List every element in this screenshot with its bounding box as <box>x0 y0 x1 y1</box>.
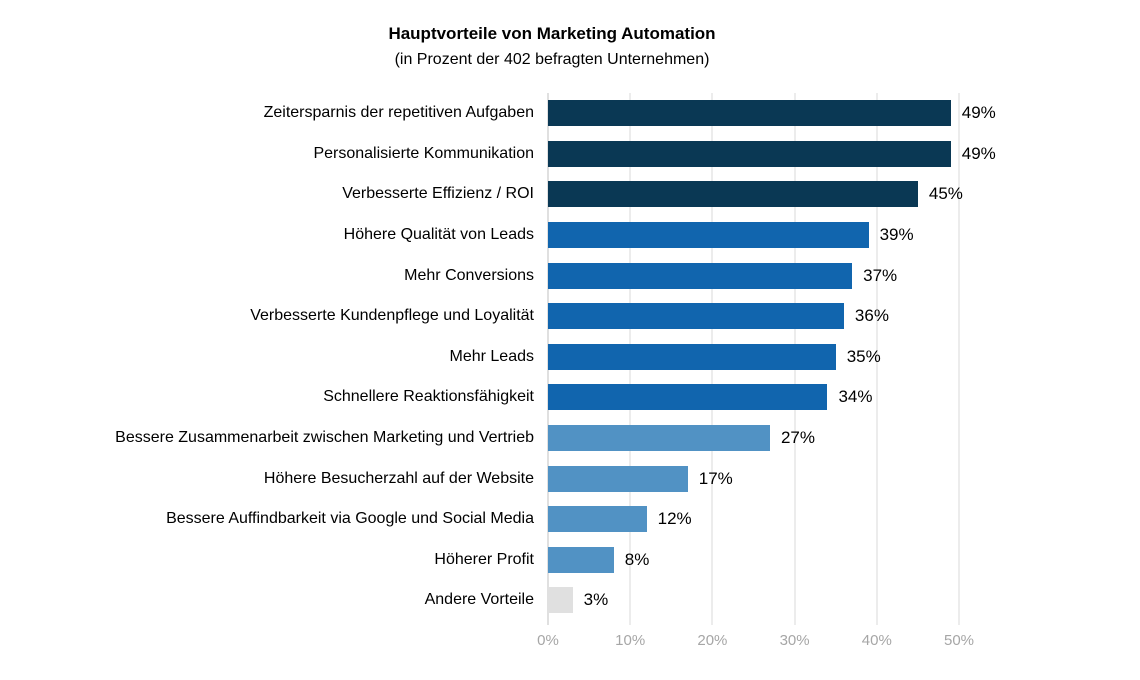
bar-track: 12% <box>548 506 959 533</box>
category-label: Verbesserte Effizienz / ROI <box>342 185 534 203</box>
gridline <box>958 93 960 625</box>
x-tick-label: 10% <box>615 631 646 649</box>
category-label: Schnellere Reaktionsfähigkeit <box>323 388 534 406</box>
bar-track: 36% <box>548 303 959 330</box>
bar: 45% <box>548 181 963 208</box>
bar-track: 49% <box>548 140 996 167</box>
chart-header: Hauptvorteile von Marketing Automation (… <box>0 0 1104 72</box>
bar-track: 8% <box>548 546 959 573</box>
value-label: 49% <box>961 143 996 163</box>
bar-track: 37% <box>548 262 959 289</box>
category-label: Mehr Conversions <box>404 266 534 284</box>
value-label: 17% <box>698 468 733 488</box>
category-label: Personalisierte Kommunikation <box>313 144 534 162</box>
bar: 49% <box>548 140 996 167</box>
bar: 27% <box>548 425 815 452</box>
bar-track: 3% <box>548 587 959 614</box>
category-label: Andere Vorteile <box>424 591 534 609</box>
x-tick-label: 0% <box>537 631 559 649</box>
bar: 49% <box>548 100 996 127</box>
value-label: 36% <box>854 306 889 326</box>
category-label: Mehr Leads <box>449 347 535 365</box>
x-tick-label: 20% <box>697 631 728 649</box>
bar-track: 17% <box>548 465 959 492</box>
chart-subtitle: (in Prozent der 402 befragten Unternehme… <box>394 51 710 68</box>
value-label: 3% <box>583 590 609 610</box>
bar-row: Schnellere Reaktionsfähigkeit 34% <box>0 377 1140 418</box>
value-label: 8% <box>624 549 650 569</box>
value-label: 45% <box>928 184 963 204</box>
bar-track: 27% <box>548 425 959 452</box>
x-tick-label: 40% <box>861 631 892 649</box>
bar-row: Verbesserte Kundenpflege und Loyalität 3… <box>0 296 1140 337</box>
bar-track: 39% <box>548 222 959 249</box>
x-axis: 0% 10% 20% 30% 40% 50% <box>537 621 974 659</box>
x-tick-label: 50% <box>943 631 975 649</box>
bar: 8% <box>548 546 649 573</box>
bar-track: 34% <box>548 384 959 411</box>
bar-row: Personalisierte Kommunikation 49% <box>0 134 1140 175</box>
category-label: Höhere Besucherzahl auf der Website <box>263 469 534 487</box>
bar-row: Bessere Auffindbarkeit via Google und So… <box>0 499 1140 540</box>
bar-row: Mehr Conversions 37% <box>0 255 1140 296</box>
category-label: Verbesserte Kundenpflege und Loyalität <box>250 307 534 325</box>
value-label: 49% <box>961 103 996 123</box>
category-label: Höhere Qualität von Leads <box>343 226 534 244</box>
bar-row: Höherer Profit 8% <box>0 540 1140 581</box>
bar-row: Verbesserte Effizienz / ROI 45% <box>0 174 1140 215</box>
bar: 17% <box>548 465 733 492</box>
bar-row: Mehr Leads 35% <box>0 337 1140 378</box>
value-label: 35% <box>846 346 881 366</box>
bar: 34% <box>548 384 873 411</box>
gridline <box>876 93 878 625</box>
bar-row: Höhere Besucherzahl auf der Website 17% <box>0 458 1140 499</box>
bar-row: Höhere Qualität von Leads 39% <box>0 215 1140 256</box>
bar: 35% <box>548 343 881 370</box>
value-label: 39% <box>879 225 914 245</box>
bar-track: 49% <box>548 100 996 127</box>
value-label: 27% <box>780 428 815 448</box>
bar-track: 45% <box>548 181 963 208</box>
bar-row: Bessere Zusammenarbeit zwischen Marketin… <box>0 418 1140 459</box>
chart-title: Hauptvorteile von Marketing Automation <box>388 24 716 43</box>
category-label: Zeitersparnis der repetitiven Aufgaben <box>263 104 534 122</box>
bar-rows: Zeitersparnis der repetitiven Aufgaben 4… <box>0 93 1140 621</box>
bar-row: Zeitersparnis der repetitiven Aufgaben 4… <box>0 93 1140 134</box>
x-tick-label: 30% <box>779 631 810 649</box>
chart-area: Zeitersparnis der repetitiven Aufgaben 4… <box>0 93 1140 659</box>
value-label: 34% <box>838 387 873 407</box>
bar: 12% <box>548 506 692 533</box>
bar: 37% <box>548 262 897 289</box>
category-label: Höherer Profit <box>434 550 534 568</box>
bar: 36% <box>548 303 889 330</box>
value-label: 37% <box>863 265 898 285</box>
category-label: Bessere Zusammenarbeit zwischen Marketin… <box>115 429 534 447</box>
bar: 39% <box>548 222 914 249</box>
bar-row: Andere Vorteile 3% <box>0 580 1140 621</box>
category-label: Bessere Auffindbarkeit via Google und So… <box>166 510 534 528</box>
bar: 3% <box>548 587 608 614</box>
bar-track: 35% <box>548 343 959 370</box>
value-label: 12% <box>657 509 692 529</box>
